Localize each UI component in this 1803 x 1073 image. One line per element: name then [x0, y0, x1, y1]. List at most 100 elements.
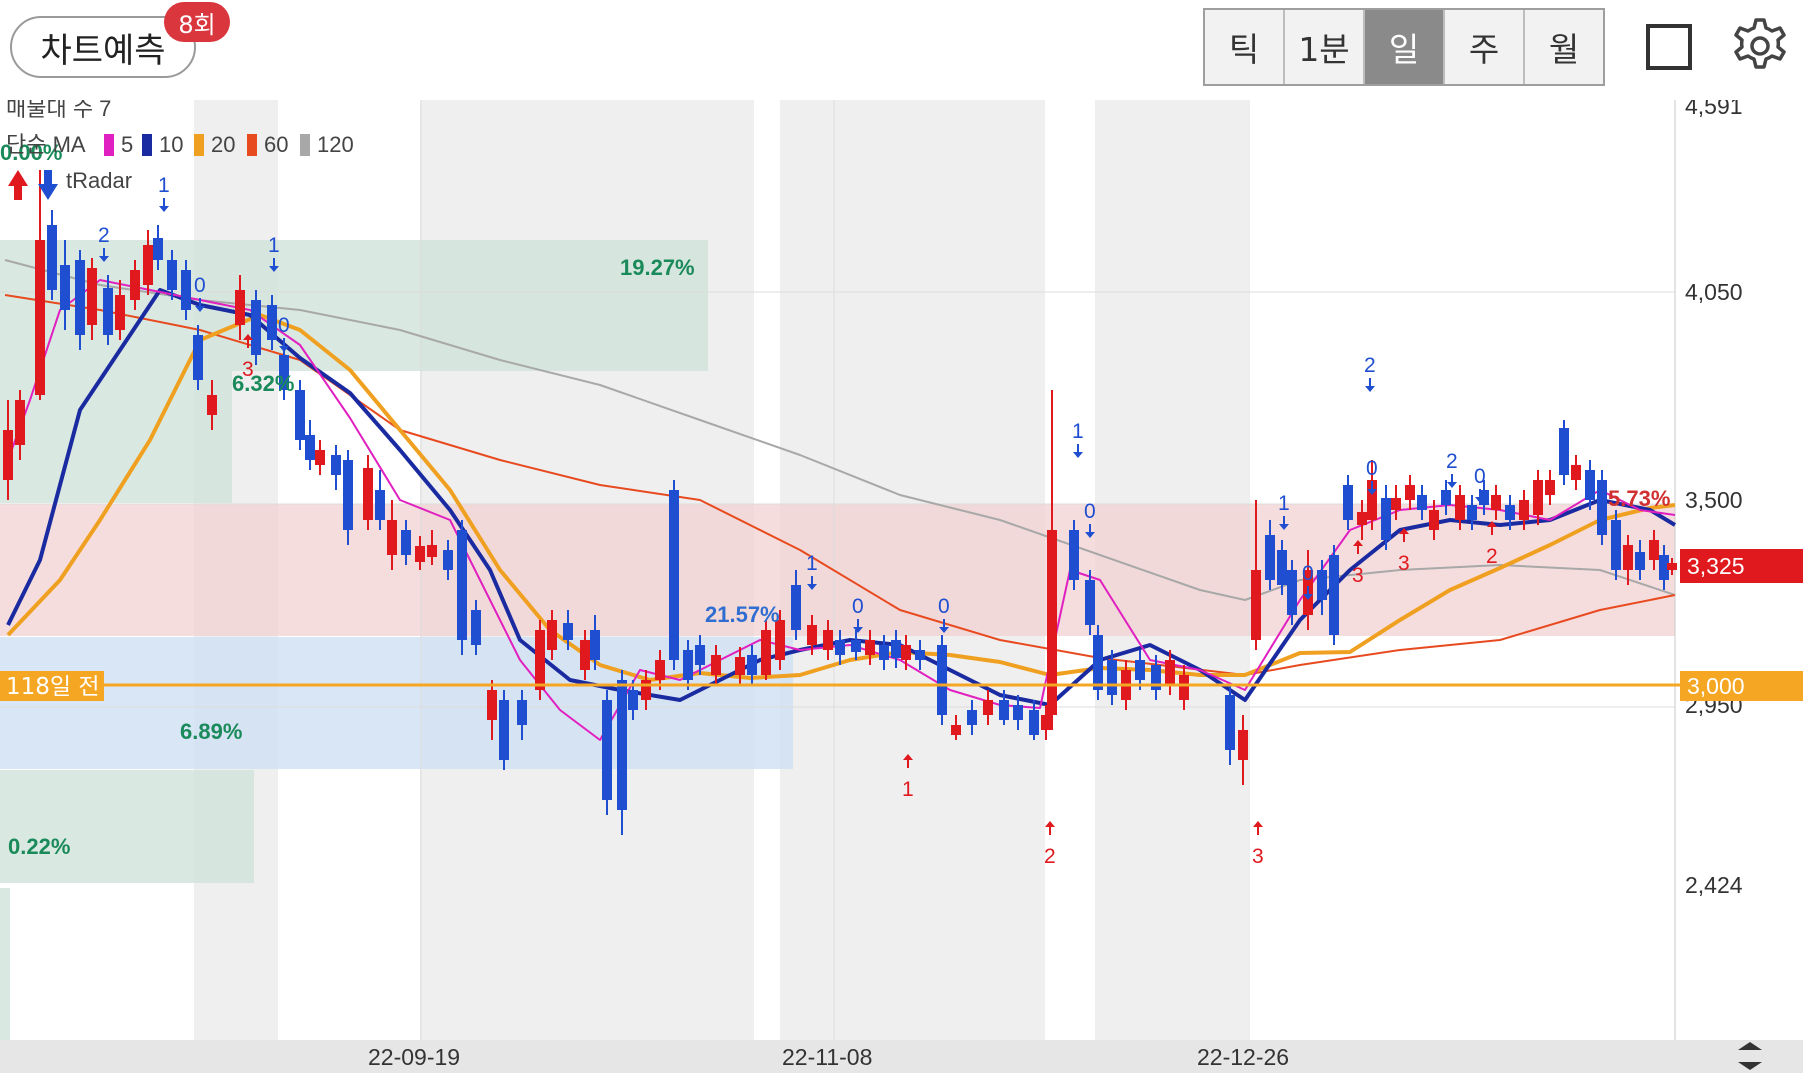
zone-percent: 0.22% [8, 834, 70, 859]
candle-body [3, 430, 13, 480]
candle-body [747, 655, 757, 675]
period-tab-month[interactable]: 월 [1548, 30, 1580, 69]
expand-icon[interactable] [1738, 1042, 1762, 1070]
ma-prefix-label: 단순 MA [6, 132, 86, 157]
candle-body [1505, 505, 1515, 520]
up-arrow-icon [1353, 540, 1363, 554]
candle-body [891, 640, 901, 658]
period-tab-tick[interactable]: 틱 [1205, 10, 1285, 84]
candle-body [711, 655, 721, 675]
square-outline-icon[interactable] [1646, 24, 1692, 70]
zone-labels: 19.27% 6.32% 21.57% 6.89% 0.22% 5.73% 0.… [0, 140, 1670, 859]
ma5-legend: 5 [121, 132, 133, 157]
x-tick: 22-12-26 [1197, 1044, 1289, 1070]
candle-body [628, 690, 638, 710]
candle-body [387, 520, 397, 555]
candle-body [1667, 563, 1677, 570]
candle-body [193, 335, 203, 380]
candle-body [60, 265, 70, 310]
zone-percent: 6.89% [180, 719, 242, 744]
candle-body [1519, 500, 1529, 520]
signal-label: 0 [1366, 457, 1378, 480]
tradar-label: tRadar [66, 168, 132, 193]
candle-body [1659, 555, 1669, 580]
candle-body [563, 623, 573, 640]
signal-label: 0 [194, 274, 206, 297]
candle-body [443, 550, 453, 570]
down-arrow-icon [1475, 489, 1485, 503]
candle-body [1029, 710, 1039, 735]
ma10-legend: 10 [159, 132, 183, 157]
candle-body [363, 468, 373, 520]
y-axis: 4,591 4,050 3,500 2,950 2,424 3,325 3,00… [1680, 100, 1803, 898]
candle-body [115, 295, 125, 330]
candle-body [1329, 555, 1339, 635]
candle-body [251, 300, 261, 355]
candle-body [1277, 550, 1287, 585]
candle-body [951, 725, 961, 735]
period-tab-day[interactable]: 일 [1365, 10, 1445, 84]
candle-body [331, 455, 341, 475]
candle-body [1491, 495, 1501, 510]
candle-body [999, 700, 1009, 720]
candlestick-chart[interactable]: 118일 전 19.27% 6.32% 21.57% 6.89% 0.22% 5… [0, 100, 1803, 1073]
top-toolbar: 차트예측 8회 틱 1분 일 주 월 [0, 0, 1803, 100]
reference-line-label: 118일 전 [6, 674, 100, 700]
legend: 매물대 수 7 단순 MA 5 10 20 60 120 tRadar [6, 100, 354, 200]
reference-price-label: 3,000 [1687, 673, 1745, 699]
candle-body [1467, 505, 1477, 520]
zone-percent: 19.27% [620, 255, 695, 280]
candle-body [1545, 480, 1555, 495]
candle-body [879, 645, 889, 660]
signal-label: 2 [1486, 545, 1498, 568]
candle-body [547, 620, 557, 650]
signal-label: 0 [1084, 500, 1096, 523]
period-tab-1min[interactable]: 1분 [1285, 10, 1365, 84]
predict-count-badge: 8회 [164, 2, 230, 42]
down-arrow-icon [1279, 516, 1289, 530]
candle-body [967, 710, 977, 725]
candle-body [669, 490, 679, 660]
down-arrow-icon [99, 248, 109, 262]
candle-body [761, 630, 771, 675]
signal-label: 0 [1474, 465, 1486, 488]
signal-label: 0 [1302, 562, 1314, 585]
candle-body [1417, 495, 1427, 510]
candle-body [167, 260, 177, 290]
down-arrow-icon [1365, 378, 1375, 392]
signal-label: 3 [242, 358, 254, 381]
candle-body [535, 630, 545, 690]
chart-predict-label: 차트예측 [40, 30, 166, 71]
candle-body [315, 450, 325, 465]
up-arrow-icon [8, 170, 28, 200]
candle-body [655, 660, 665, 680]
candle-body [1391, 498, 1401, 510]
signal-label: 2 [98, 224, 110, 247]
x-tick: 22-09-19 [368, 1044, 460, 1070]
candle-body [415, 546, 425, 562]
down-arrow-icon [807, 576, 817, 590]
candle-body [580, 640, 590, 670]
candle-body [915, 650, 925, 660]
candle-body [851, 640, 861, 652]
candle-body [1093, 635, 1103, 690]
gear-icon[interactable] [1730, 16, 1790, 76]
period-tab-week[interactable]: 주 [1445, 10, 1525, 84]
candle-body [207, 395, 217, 415]
candle-body [1251, 570, 1261, 640]
y-tick: 3,500 [1685, 487, 1743, 513]
candle-body [1135, 660, 1145, 680]
candle-body [457, 530, 467, 640]
candle-body [735, 657, 745, 675]
candle-body [1179, 675, 1189, 700]
candle-body [1623, 545, 1633, 570]
candle-body [1238, 730, 1248, 760]
candle-body [1041, 715, 1051, 730]
candle-body [375, 490, 385, 520]
candle-body [1533, 480, 1543, 515]
period-selector: 틱 1분 일 주 월 [1203, 8, 1605, 86]
candle-body [1405, 485, 1415, 500]
down-arrow-icon [853, 619, 863, 633]
candle-body [1165, 660, 1175, 685]
down-arrow-icon [38, 170, 58, 200]
